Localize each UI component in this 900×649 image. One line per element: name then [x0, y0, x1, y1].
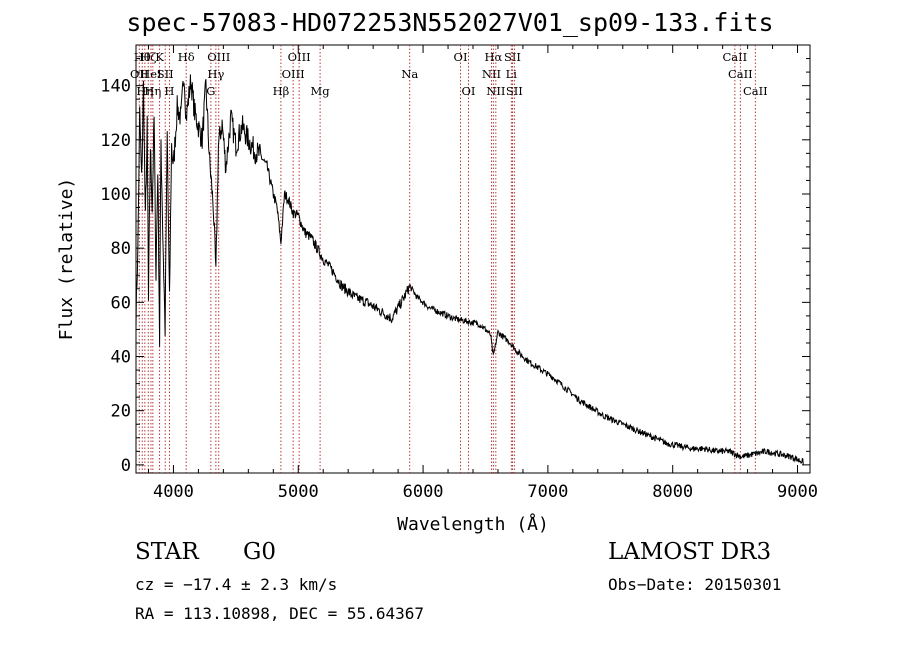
line-marker-label-9: Hδ [178, 50, 195, 64]
line-marker-label-15: OIII [288, 50, 311, 64]
y-tick-label-2: 40 [111, 348, 131, 368]
y-tick-label-6: 120 [100, 131, 131, 151]
line-marker-label-23: Li [506, 67, 518, 81]
line-marker-label-14: OIII [282, 67, 305, 81]
spectrum-line [135, 74, 804, 465]
redshift-value: cz = −17.4 ± 2.3 km/s [135, 575, 338, 594]
x-tick-label-5: 9000 [777, 482, 818, 502]
line-marker-label-24: SII [504, 50, 521, 64]
y-tick-label-5: 100 [100, 185, 131, 205]
y-tick-label-1: 20 [111, 402, 131, 422]
y-tick-label-0: 0 [121, 456, 131, 476]
y-tick-label-3: 60 [111, 293, 131, 313]
line-marker-label-20: NII [482, 67, 501, 81]
line-marker-label-18: OI [454, 50, 468, 64]
y-axis-label: Flux (relative) [56, 178, 77, 341]
line-marker-label-6: K [155, 50, 164, 64]
y-tick-label-4: 80 [111, 239, 131, 259]
line-marker-label-19: OI [462, 84, 476, 98]
x-axis-label: Wavelength (Å) [397, 513, 549, 535]
line-marker-label-2: Hη [136, 84, 153, 98]
chart-title: spec-57083-HD072253N552027V01_sp09-133.f… [126, 8, 774, 37]
line-marker-label-8: H [164, 84, 174, 98]
line-marker-label-10: G [206, 84, 215, 98]
x-tick-label-1: 5000 [278, 482, 319, 502]
y-tick-label-7: 140 [100, 77, 131, 97]
line-marker-label-25: SII [506, 84, 523, 98]
x-tick-label-0: 4000 [153, 482, 194, 502]
plot-frame [135, 44, 811, 474]
line-marker-label-27: CaII [728, 67, 753, 81]
line-marker-label-11: Hγ [207, 67, 224, 81]
line-marker-label-22: NII [486, 84, 505, 98]
x-tick-label-3: 7000 [527, 482, 568, 502]
coordinates: RA = 113.10898, DEC = 55.64367 [135, 604, 424, 623]
line-marker-label-16: Mg [311, 84, 331, 98]
obs-date: Obs−Date: 20150301 [608, 575, 782, 594]
x-tick-label-2: 6000 [403, 482, 444, 502]
line-marker-label-7: SII [157, 67, 174, 81]
survey-name: LAMOST DR3 [608, 539, 772, 565]
line-marker-label-13: Hβ [273, 84, 290, 98]
line-marker-label-21: Hα [484, 50, 502, 64]
line-marker-label-28: CaII [743, 84, 768, 98]
x-tick-label-4: 8000 [652, 482, 693, 502]
line-marker-label-0: OII [130, 67, 149, 81]
line-marker-label-26: CaII [722, 50, 747, 64]
object-subclass: G0 [243, 539, 277, 565]
line-marker-label-5: Hη [144, 84, 161, 98]
line-marker-label-12: OIII [207, 50, 230, 64]
line-marker-label-17: Na [401, 67, 418, 81]
line-marker-label-1: Hθ [134, 50, 151, 64]
line-marker-label-3: Hζ [140, 50, 156, 64]
object-class: STAR [135, 539, 199, 565]
line-marker-label-4: HeI [140, 67, 161, 81]
